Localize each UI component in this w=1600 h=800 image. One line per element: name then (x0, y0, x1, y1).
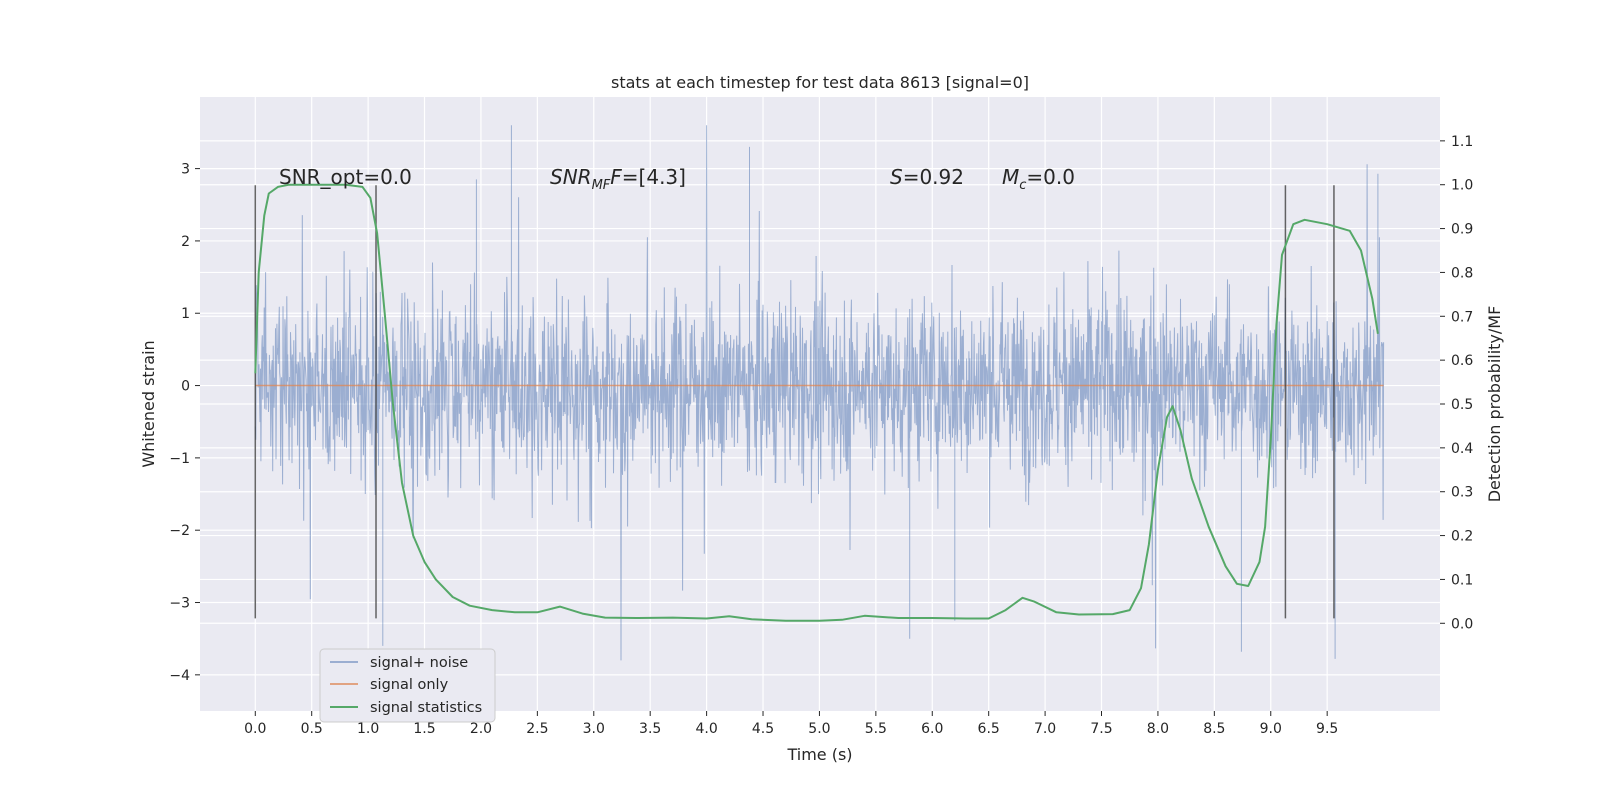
y-tick-label: −3 (169, 596, 190, 612)
x-tick-label: 5.5 (865, 721, 887, 737)
x-tick-label: 8.0 (1147, 721, 1169, 737)
y2-tick-label: 1.1 (1451, 134, 1473, 150)
x-tick-label: 0.0 (244, 721, 266, 737)
x-tick-label: 3.0 (583, 721, 605, 737)
x-tick-label: 2.5 (526, 721, 548, 737)
y2-tick-label: 0.6 (1451, 353, 1473, 369)
legend-label-signal-statistics: signal statistics (370, 700, 482, 716)
y2-tick-label: 0.1 (1451, 572, 1473, 588)
x-tick-label: 9.5 (1316, 721, 1338, 737)
x-tick-label: 5.0 (808, 721, 830, 737)
legend: signal+ noise signal only signal statist… (319, 648, 496, 723)
annotation-mc: Mc=0.0 (1002, 165, 1075, 193)
signal-statistics-line (254, 183, 1379, 622)
signal-statistics-series (254, 183, 1379, 622)
y-axis-ticks: −4 −3 −2 −1 0 1 2 3 (169, 162, 200, 684)
x-tick-label: 4.0 (695, 721, 717, 737)
y2-tick-label: 0.8 (1451, 265, 1473, 281)
chart-title: stats at each timestep for test data 861… (611, 73, 1029, 92)
x-axis-ticks: 0.0 0.5 1.0 1.5 2.0 2.5 3.0 3.5 4.0 4.5 5.0 5.5 6.0 6… (244, 711, 1338, 737)
x-tick-label: 1.0 (357, 721, 379, 737)
y-tick-label: 3 (181, 162, 190, 178)
y2-tick-label: 0.4 (1451, 441, 1473, 457)
vertical-markers (254, 185, 1335, 619)
y2-tick-label: 0.2 (1451, 529, 1473, 545)
x-tick-label: 2.0 (470, 721, 492, 737)
y2-axis-ticks: 0.0 0.1 0.2 0.3 0.4 0.5 0.6 0.7 0.8 0.9 1.0 1.1 (1440, 134, 1473, 632)
x-tick-label: 9.0 (1260, 721, 1282, 737)
noise-line (254, 125, 1385, 661)
y-tick-label: −1 (169, 451, 190, 467)
y2-tick-label: 0.5 (1451, 397, 1473, 413)
y-tick-label: 2 (181, 234, 190, 250)
annotations: SNR_opt=0.0 SNRMFF=[4.3] S=0.92 Mc=0.0 (279, 165, 1075, 193)
x-tick-label: 0.5 (301, 721, 323, 737)
y2-axis-label: Detection probability/MF (1485, 306, 1504, 503)
noise-series (254, 125, 1385, 661)
legend-box (319, 648, 496, 723)
x-tick-label: 6.0 (921, 721, 943, 737)
y2-tick-label: 0.3 (1451, 485, 1473, 501)
x-tick-label: 6.5 (978, 721, 1000, 737)
y-tick-label: 1 (181, 306, 190, 322)
y-tick-label: 0 (181, 379, 190, 395)
y2-tick-label: 0.7 (1451, 309, 1473, 325)
x-tick-label: 4.5 (752, 721, 774, 737)
x-tick-label: 7.5 (1090, 721, 1112, 737)
y-tick-label: −4 (169, 668, 190, 684)
y2-tick-label: 1.0 (1451, 178, 1473, 194)
x-tick-label: 3.5 (639, 721, 661, 737)
y2-tick-label: 0.9 (1451, 222, 1473, 238)
legend-label-noise: signal+ noise (370, 655, 468, 671)
x-tick-label: 7.0 (1034, 721, 1056, 737)
annotation-s: S=0.92 (890, 165, 964, 189)
x-tick-label: 1.5 (413, 721, 435, 737)
legend-label-signal-only: signal only (370, 677, 449, 693)
annotation-snr-mf: SNRMFF=[4.3] (550, 165, 686, 193)
y2-tick-label: 0.0 (1451, 616, 1473, 632)
y-tick-label: −2 (169, 523, 190, 539)
y-axis-label: Whitened strain (139, 340, 158, 467)
x-tick-label: 8.5 (1203, 721, 1225, 737)
annotation-snr-opt: SNR_opt=0.0 (279, 165, 412, 189)
x-axis-label: Time (s) (786, 745, 852, 764)
